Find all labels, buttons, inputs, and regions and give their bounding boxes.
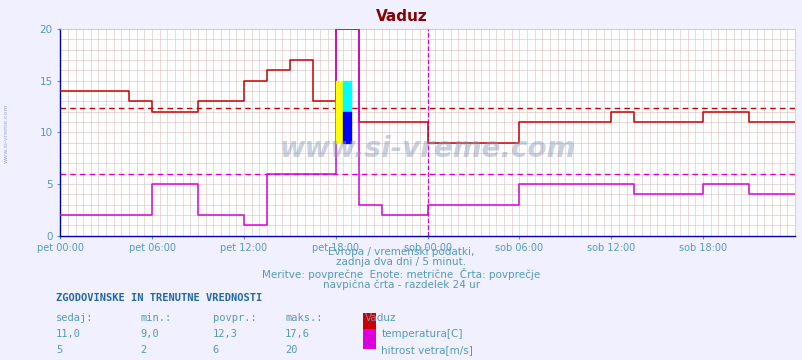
Bar	[343, 81, 350, 112]
Text: 5: 5	[56, 345, 63, 355]
Bar	[343, 112, 350, 143]
Text: 12,3: 12,3	[213, 329, 237, 339]
Text: Evropa / vremenski podatki,: Evropa / vremenski podatki,	[328, 247, 474, 257]
Text: hitrost vetra[m/s]: hitrost vetra[m/s]	[381, 345, 472, 355]
Text: 6: 6	[213, 345, 219, 355]
Text: navpična črta - razdelek 24 ur: navpična črta - razdelek 24 ur	[322, 279, 480, 289]
Text: 11,0: 11,0	[56, 329, 81, 339]
Text: 17,6: 17,6	[285, 329, 310, 339]
Text: Meritve: povprečne  Enote: metrične  Črta: povprečje: Meritve: povprečne Enote: metrične Črta:…	[262, 268, 540, 280]
Text: Vaduz: Vaduz	[365, 313, 396, 323]
Text: povpr.:: povpr.:	[213, 313, 256, 323]
Text: 2: 2	[140, 345, 147, 355]
Text: 9,0: 9,0	[140, 329, 159, 339]
Text: www.si-vreme.com: www.si-vreme.com	[279, 135, 575, 163]
Text: zadnja dva dni / 5 minut.: zadnja dva dni / 5 minut.	[336, 257, 466, 267]
Text: temperatura[C]: temperatura[C]	[381, 329, 462, 339]
Text: ZGODOVINSKE IN TRENUTNE VREDNOSTI: ZGODOVINSKE IN TRENUTNE VREDNOSTI	[56, 293, 262, 303]
Text: maks.:: maks.:	[285, 313, 322, 323]
Bar	[335, 81, 343, 143]
Text: sedaj:: sedaj:	[56, 313, 94, 323]
Text: min.:: min.:	[140, 313, 172, 323]
Text: 20: 20	[285, 345, 298, 355]
Text: Vaduz: Vaduz	[375, 9, 427, 24]
Text: www.si-vreme.com: www.si-vreme.com	[4, 103, 9, 163]
